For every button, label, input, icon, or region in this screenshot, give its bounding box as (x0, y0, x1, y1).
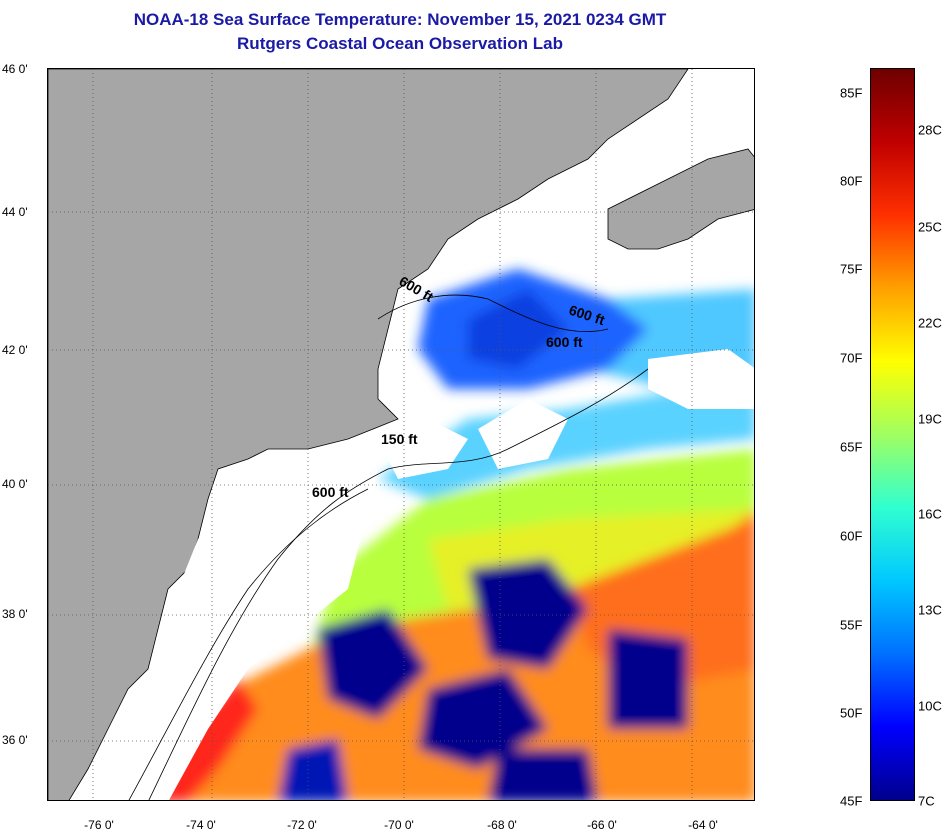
bathymetry-contours (128, 294, 649, 800)
latitude-label: 36 0' (2, 733, 28, 747)
colorbar-c-label: 10C (918, 698, 942, 714)
longitude-label: -66 0' (587, 818, 617, 832)
land (48, 69, 754, 800)
colorbar-c-label: 28C (918, 122, 942, 138)
shelf-cloud (108, 439, 388, 800)
colorbar-f-label: 60F (840, 528, 863, 544)
colorbar-f-label: 85F (840, 85, 863, 101)
colorbar-f-label: 75F (840, 261, 863, 277)
latitude-label: 38 0' (2, 607, 28, 621)
colorbar-f-label: 45F (840, 793, 863, 809)
longitude-label: -68 0' (487, 818, 517, 832)
temperature-colorbar (870, 68, 915, 801)
map-subtitle: Rutgers Coastal Ocean Observation Lab (237, 34, 563, 53)
longitude-label: -74 0' (186, 818, 216, 832)
latitude-label: 42 0' (2, 343, 28, 357)
longitude-label: -72 0' (287, 818, 317, 832)
longitude-label: -70 0' (384, 818, 414, 832)
colorbar-c-label: 25C (918, 219, 942, 235)
colorbar-f-label: 50F (840, 705, 863, 721)
contour-label: 600 ft (312, 484, 349, 500)
sst-field (149, 269, 754, 800)
colorbar-f-label: 70F (840, 350, 863, 366)
map-title: NOAA-18 Sea Surface Temperature: Novembe… (133, 10, 667, 29)
contour-label: 150 ft (381, 431, 418, 447)
sst-map: 600 ft 600 ft 600 ft 150 ft 600 ft (47, 68, 755, 801)
colorbar-c-label: 16C (918, 506, 942, 522)
colorbar-f-label: 65F (840, 439, 863, 455)
contour-label: 600 ft (546, 334, 583, 350)
colorbar-c-label: 22C (918, 315, 942, 331)
longitude-label: -76 0' (84, 818, 114, 832)
sst-map-canvas: 600 ft 600 ft 600 ft 150 ft 600 ft (48, 69, 754, 800)
colorbar-c-label: 19C (918, 411, 942, 427)
longitude-label: -64 0' (688, 818, 718, 832)
latitude-label: 46 0' (2, 62, 28, 76)
colorbar-c-label: 7C (918, 793, 935, 809)
latitude-label: 40 0' (2, 477, 28, 491)
latitude-label: 44 0' (2, 205, 28, 219)
colorbar-c-label: 13C (918, 602, 942, 618)
colorbar-f-label: 80F (840, 173, 863, 189)
colorbar-f-label: 55F (840, 617, 863, 633)
